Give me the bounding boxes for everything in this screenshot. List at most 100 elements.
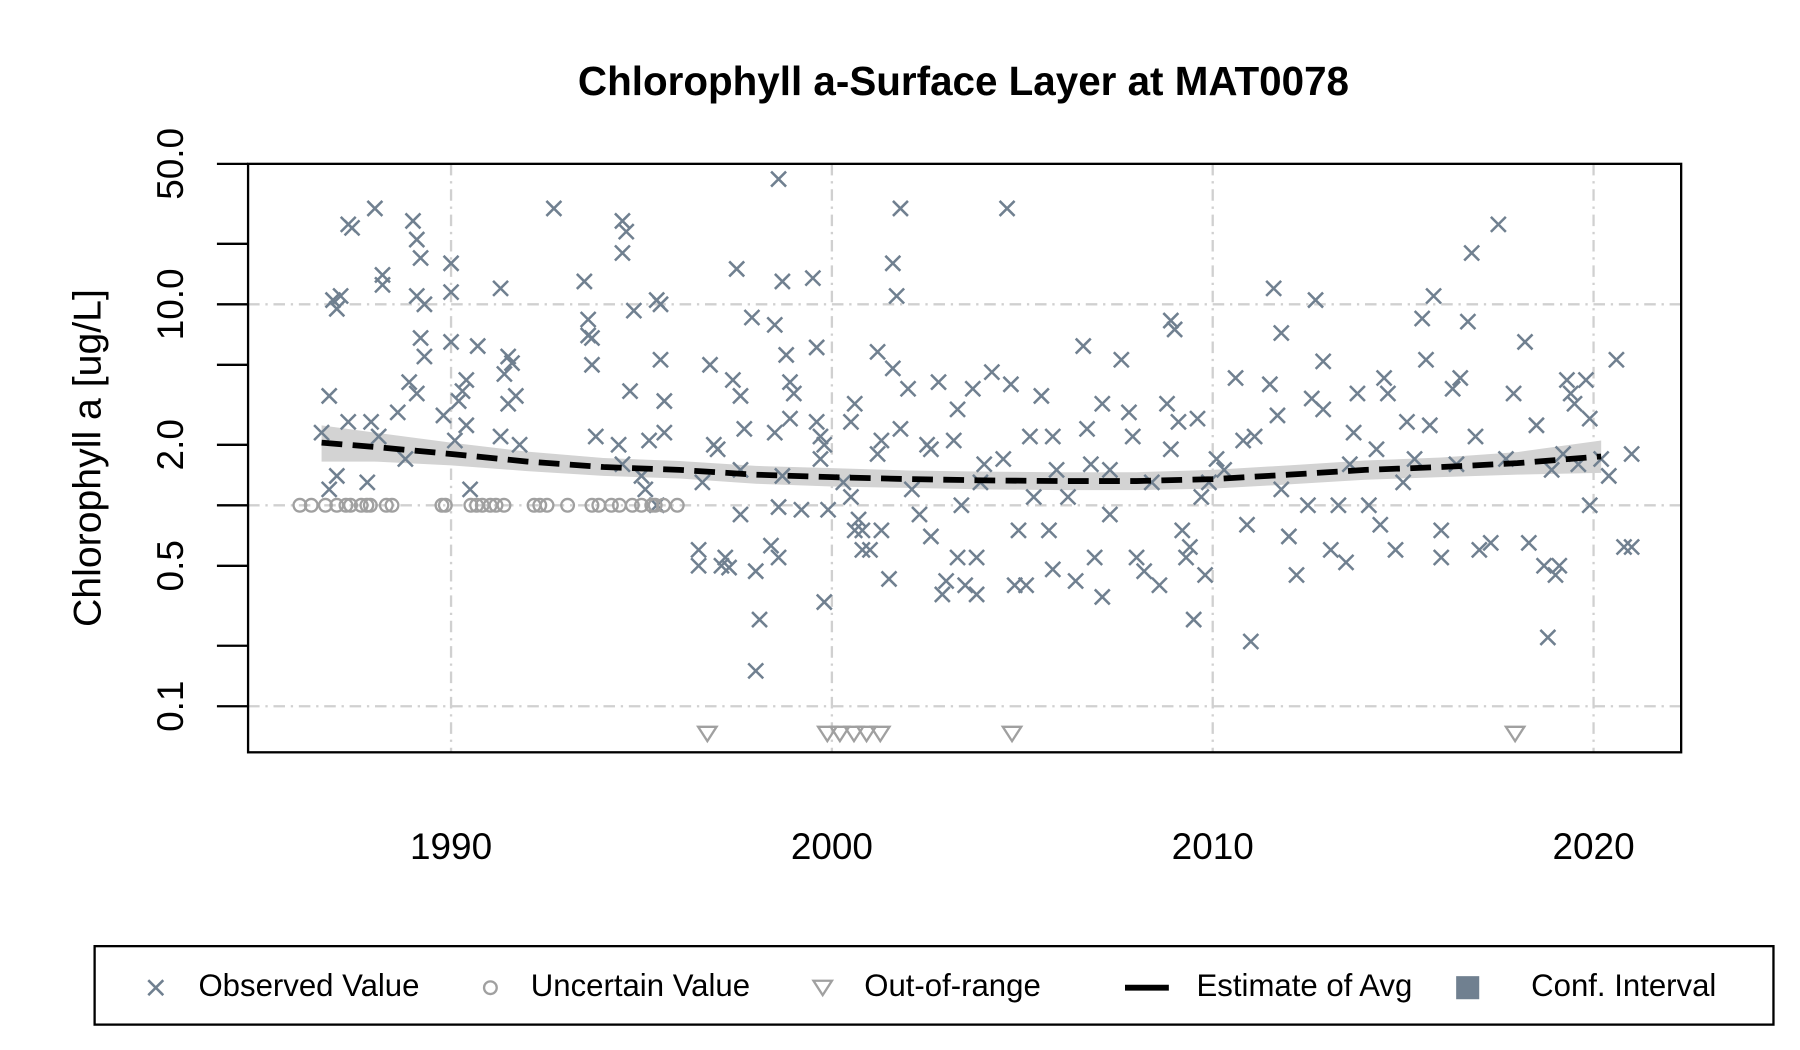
observed-point [1417, 351, 1435, 369]
observed-point [1040, 521, 1058, 539]
observed-point [724, 371, 742, 389]
observed-point [1120, 403, 1138, 421]
observed-point [922, 440, 940, 458]
y-tick-label: 10.0 [150, 268, 191, 340]
out-of-range-point [842, 725, 866, 744]
observed-point [1196, 566, 1214, 584]
observed-point [1444, 380, 1462, 398]
observed-point [1547, 566, 1564, 584]
observed-point [793, 501, 810, 519]
observed-point [495, 365, 513, 383]
observed-point [1010, 521, 1027, 539]
observed-point [869, 343, 886, 361]
observed-point [713, 557, 730, 575]
estimate-line [321, 439, 1602, 484]
observed-point [1368, 440, 1385, 458]
observed-point [450, 392, 468, 410]
observed-point [1017, 576, 1035, 594]
observed-point [952, 496, 970, 514]
observed-point [873, 521, 890, 539]
observed-point [408, 385, 426, 402]
observed-point [446, 432, 464, 449]
observed-point [358, 473, 376, 491]
observed-point [1299, 496, 1317, 514]
observed-point [762, 537, 780, 555]
observed-point [846, 521, 864, 539]
observed-point [1505, 385, 1522, 402]
observed-point [983, 363, 1001, 381]
observed-point [1101, 461, 1119, 479]
observed-point [1459, 313, 1477, 331]
observed-point [819, 501, 837, 519]
observed-point [416, 295, 433, 313]
observed-point [587, 428, 605, 445]
observed-point [808, 339, 826, 356]
observed-point [614, 244, 631, 262]
observed-point [1151, 576, 1168, 594]
x-tick-label: 1990 [410, 826, 492, 867]
legend-label: Estimate of Avg [1197, 968, 1413, 1003]
observed-point [1101, 506, 1119, 523]
uncertain-point [488, 497, 504, 513]
observed-point [435, 407, 452, 424]
observed-point [1227, 369, 1244, 387]
observed-point [328, 467, 346, 485]
observed-point [1261, 375, 1279, 393]
observed-point [1242, 633, 1260, 650]
observed-point [1215, 461, 1233, 479]
observed-point [1166, 321, 1184, 338]
observed-point [625, 302, 643, 320]
observed-point [1173, 521, 1191, 539]
observed-point [1550, 557, 1568, 575]
observed-point [404, 212, 422, 230]
observed-point [994, 450, 1012, 468]
observed-point [1067, 572, 1085, 590]
observed-point [1181, 538, 1199, 556]
uncertain-point [343, 497, 359, 513]
observed-point [812, 450, 829, 468]
observed-point [1044, 428, 1062, 445]
uncertain-point [603, 497, 619, 513]
observed-point [389, 403, 407, 421]
legend-label: Out-of-range [864, 968, 1041, 1003]
y-tick-label: 50.0 [150, 128, 191, 200]
observed-point [621, 382, 639, 400]
observed-point [1002, 375, 1020, 393]
observed-point [770, 549, 787, 566]
observed-point [1025, 488, 1043, 506]
observed-point [770, 498, 787, 516]
y-tick-label: 0.5 [150, 540, 191, 591]
x-tick-label: 2010 [1172, 826, 1254, 867]
observed-point [690, 557, 708, 575]
observed-point [362, 413, 380, 431]
observed-point [735, 420, 753, 438]
observed-point [1608, 351, 1625, 369]
legend-box [93, 944, 1775, 1026]
uncertain-point [624, 497, 640, 513]
observed-point [1535, 557, 1553, 575]
uncertain-point [647, 497, 663, 513]
observed-point [1272, 324, 1290, 342]
observed-point [1192, 488, 1210, 506]
observed-point [1623, 445, 1641, 463]
observed-point [412, 249, 429, 267]
legend-label: Conf. Interval [1531, 968, 1716, 1003]
legend-label: Observed Value [198, 968, 419, 1003]
x-tick-label: 2020 [1553, 826, 1635, 867]
observed-point [747, 562, 765, 580]
observed-point [728, 260, 746, 278]
plot-area: 1990 2000 2010 2020 0.1 0.5 2.0 10.0 50.0 [150, 128, 1683, 867]
observed-point [903, 480, 921, 498]
observed-point [412, 329, 429, 347]
observed-point [1158, 395, 1176, 413]
observed-point [332, 287, 350, 305]
observed-point [1162, 312, 1180, 329]
observed-point [1314, 352, 1332, 370]
observed-point [1093, 588, 1111, 606]
observed-point [1432, 549, 1450, 566]
observed-point [846, 395, 864, 413]
uncertain-point [532, 497, 548, 513]
observed-point [1280, 528, 1298, 545]
observed-point [1467, 428, 1484, 445]
